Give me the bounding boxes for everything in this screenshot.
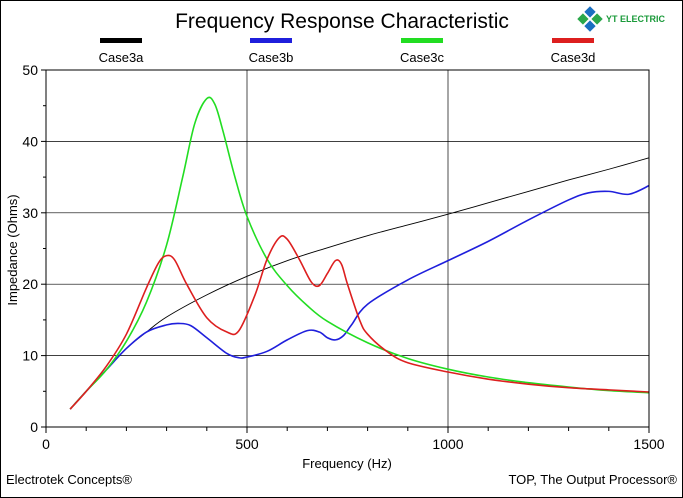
- legend-label-case3d: Case3d: [551, 50, 596, 65]
- logo-text: YT ELECTRIC: [606, 14, 666, 24]
- y-axis-label: Impedance (Ohms): [5, 194, 20, 305]
- series-line-case3c: [69, 96, 650, 410]
- y-tick-label: 0: [30, 419, 38, 435]
- legend-swatch-case3b: [250, 38, 292, 43]
- x-tick-label: 500: [235, 436, 259, 452]
- y-tick-label: 10: [22, 348, 38, 364]
- plot-area: 0 10 20 30 40 50 0 500 1000 1500: [22, 62, 664, 452]
- x-tick-label: 1000: [432, 436, 463, 452]
- legend-label-case3c: Case3c: [400, 50, 445, 65]
- x-tick-label: 0: [42, 436, 50, 452]
- series-line-case3d: [69, 235, 650, 410]
- x-tick-label: 1500: [633, 436, 664, 452]
- legend-swatch-case3d: [552, 38, 594, 43]
- x-axis-ticks: 0 500 1000 1500: [42, 427, 665, 452]
- legend-swatch-case3a: [100, 38, 142, 43]
- legend-label-case3a: Case3a: [99, 50, 145, 65]
- y-axis-ticks: 0 10 20 30 40 50: [22, 62, 46, 435]
- chart-title: Frequency Response Characteristic: [175, 10, 509, 33]
- y-tick-label: 30: [22, 205, 38, 221]
- y-tick-label: 40: [22, 133, 38, 149]
- legend-swatch-case3c: [401, 38, 443, 43]
- series-line-case3b: [69, 184, 650, 410]
- y-tick-label: 20: [22, 276, 38, 292]
- y-tick-label: 50: [22, 62, 38, 78]
- legend-label-case3b: Case3b: [249, 50, 294, 65]
- footer-right-text: TOP, The Output Processor®: [508, 472, 677, 487]
- chart-legend: Case3a Case3b Case3c Case3d: [99, 38, 596, 65]
- series-layer: [69, 96, 650, 410]
- footer-left-text: Electrotek Concepts®: [6, 472, 132, 487]
- x-axis-label: Frequency (Hz): [302, 456, 392, 471]
